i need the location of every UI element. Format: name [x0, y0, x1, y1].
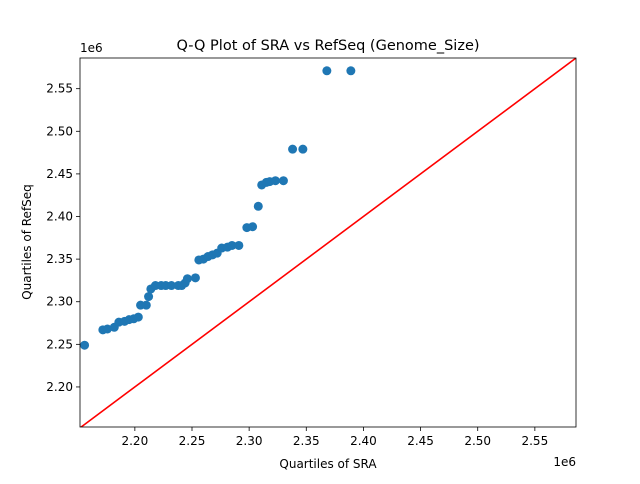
data-point	[141, 300, 151, 310]
y-axis-label: Quartiles of RefSeq	[20, 184, 34, 300]
x-offset-label: 1e6	[553, 455, 576, 469]
data-point	[190, 273, 200, 283]
data-point	[80, 340, 90, 350]
data-point	[288, 144, 298, 154]
data-point	[234, 240, 244, 250]
x-tick-label: 2.45	[407, 434, 434, 448]
data-point	[102, 324, 112, 334]
plot-frame	[79, 57, 577, 428]
y-tick-label: 2.50	[46, 124, 73, 138]
y-tick-label: 2.40	[46, 210, 73, 224]
data-point	[227, 240, 237, 250]
x-tick-label: 2.35	[293, 434, 320, 448]
x-tick-label: 2.55	[521, 434, 548, 448]
y-tick-label: 2.20	[46, 380, 73, 394]
x-tick-label: 2.40	[350, 434, 377, 448]
data-point	[346, 66, 356, 76]
x-tick-label: 2.50	[464, 434, 491, 448]
data-point	[322, 66, 332, 76]
data-point	[270, 176, 280, 186]
data-point	[144, 292, 154, 302]
x-tick-label: 2.30	[236, 434, 263, 448]
x-tick-label: 2.25	[179, 434, 206, 448]
y-tick-label: 2.45	[46, 167, 73, 181]
x-tick-label: 2.20	[121, 434, 148, 448]
data-point	[133, 312, 143, 322]
data-point	[278, 176, 288, 186]
data-point	[166, 281, 176, 291]
data-point	[248, 222, 258, 232]
y-tick-label: 2.25	[46, 337, 73, 351]
data-point	[182, 274, 192, 284]
y-tick-label: 2.55	[46, 82, 73, 96]
y-tick-label: 2.35	[46, 252, 73, 266]
data-point	[253, 201, 263, 211]
x-axis-label: Quartiles of SRA	[279, 457, 377, 471]
y-offset-label: 1e6	[80, 41, 103, 55]
reference-line	[80, 58, 576, 427]
chart-title: Q-Q Plot of SRA vs RefSeq (Genome_Size)	[176, 38, 479, 54]
data-point	[298, 144, 308, 154]
y-tick-label: 2.30	[46, 295, 73, 309]
